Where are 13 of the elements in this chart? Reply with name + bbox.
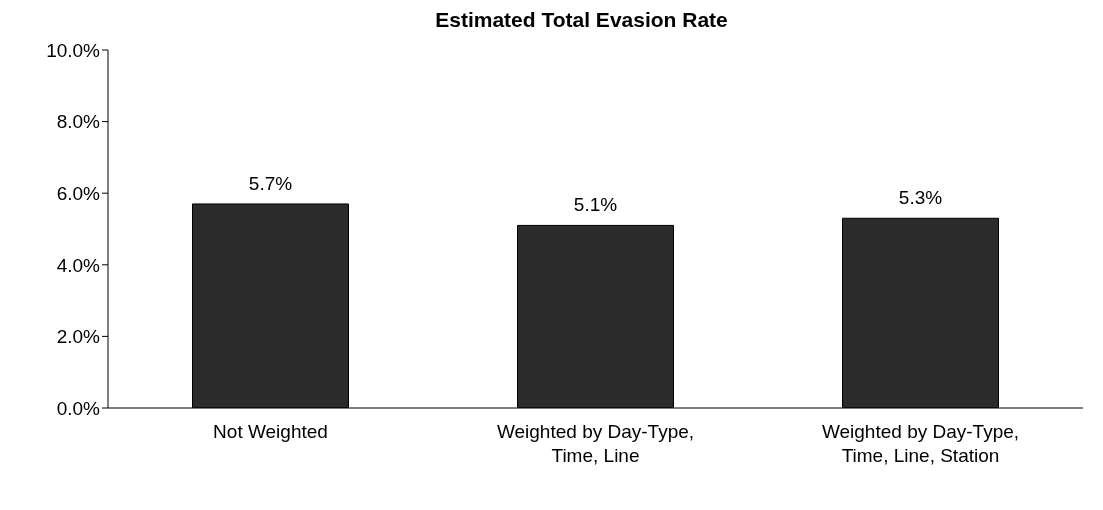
- y-tick-label: 4.0%: [56, 254, 101, 276]
- data-label: 5.7%: [248, 172, 293, 194]
- y-tick-label: 6.0%: [56, 182, 101, 204]
- y-tick-label: 8.0%: [56, 111, 101, 133]
- x-tick-label: Weighted by Day-Type, Time, Line, Station: [821, 421, 1020, 466]
- y-tick-label: 2.0%: [56, 326, 101, 348]
- y-tick-label: 10.0%: [46, 39, 101, 61]
- x-tick-label: Weighted by Day-Type, Time, Line: [496, 421, 695, 466]
- x-tick-label: Not Weighted: [213, 421, 328, 442]
- y-tick-label: 0.0%: [56, 397, 101, 419]
- data-label: 5.3%: [898, 187, 943, 209]
- chart-title: Estimated Total Evasion Rate: [434, 8, 729, 32]
- data-label: 5.1%: [573, 194, 618, 216]
